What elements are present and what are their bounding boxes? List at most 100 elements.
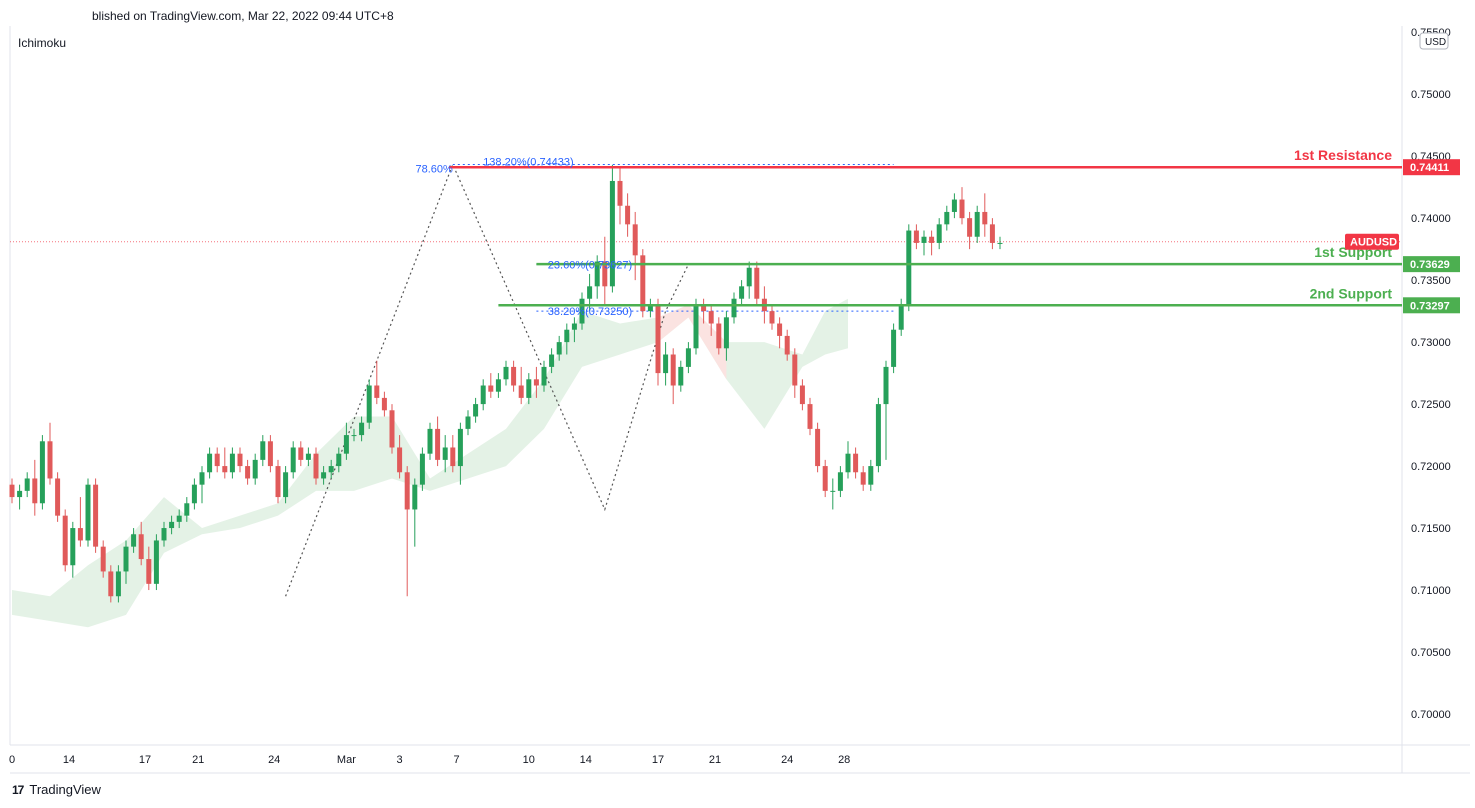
candle-body <box>853 453 859 473</box>
candle-body <box>518 385 524 398</box>
candle-body <box>17 490 23 498</box>
candle-body <box>944 211 950 225</box>
candle-body <box>822 466 828 491</box>
candle-body <box>161 528 167 541</box>
candle-body <box>701 304 707 312</box>
candle-body <box>214 453 220 467</box>
candle-body <box>47 441 53 479</box>
candle-body <box>845 453 851 473</box>
candle-body <box>237 453 243 467</box>
level-price-label: 0.73629 <box>1410 259 1450 271</box>
candle-body <box>678 366 684 386</box>
candle-body <box>883 366 889 405</box>
fib-label: 78.60% <box>415 164 453 176</box>
candle-body <box>374 385 380 398</box>
symbol-badge <box>1345 233 1399 250</box>
candle-body <box>131 534 137 547</box>
candle-body <box>24 478 30 491</box>
candle-body <box>526 379 532 398</box>
fib-label: 138.20%(0.74433) <box>483 157 574 169</box>
candle-body <box>640 255 646 312</box>
candle-body <box>191 484 197 504</box>
candle-body <box>62 515 68 566</box>
level-price-label: 0.73297 <box>1410 300 1450 312</box>
tradingview-brand[interactable]: 17 TradingView <box>12 782 101 797</box>
x-tick-label: 14 <box>580 754 592 766</box>
x-tick-label: 3 <box>397 754 403 766</box>
candle-body <box>784 335 790 355</box>
candle-body <box>602 261 608 287</box>
x-tick-label: 10 <box>523 754 535 766</box>
candle-body <box>921 236 927 243</box>
candle-body <box>419 453 425 485</box>
y-tick-label: 0.71000 <box>1411 585 1451 597</box>
y-tick-label: 0.70000 <box>1411 709 1451 721</box>
candle-body <box>267 441 273 467</box>
candle-body <box>913 230 919 243</box>
candle-body <box>427 428 433 454</box>
candle-body <box>655 304 661 374</box>
y-tick-label: 0.73500 <box>1411 275 1451 287</box>
candle-body <box>176 515 182 522</box>
ichimoku-cloud <box>12 298 848 628</box>
candle-body <box>503 366 509 380</box>
x-tick-label: 17 <box>139 754 151 766</box>
y-tick-label: 0.72000 <box>1411 461 1451 473</box>
candle-body <box>549 354 555 367</box>
candle-body <box>670 354 676 386</box>
candle-body <box>465 416 471 429</box>
candle-body <box>974 211 980 237</box>
level-price-tag <box>1403 297 1460 314</box>
candle-body <box>754 267 760 299</box>
candle-body <box>951 199 957 212</box>
x-tick-label: 28 <box>838 754 850 766</box>
candle-body <box>746 267 752 287</box>
candle-body <box>328 466 334 473</box>
candle-body <box>389 410 395 448</box>
candle-body <box>723 317 729 349</box>
candle-body <box>533 379 539 386</box>
candle-body <box>997 242 1003 244</box>
candle-body <box>632 224 638 256</box>
candle-body <box>807 404 813 429</box>
y-tick-label: 0.71500 <box>1411 523 1451 535</box>
candle-body <box>617 180 623 206</box>
candle-body <box>412 484 418 510</box>
candle-body <box>381 397 387 411</box>
candle-body <box>275 466 281 498</box>
level-name: 2nd Support <box>1310 285 1393 301</box>
indicator-label[interactable]: Ichimoku <box>18 36 67 50</box>
y-tick-label: 0.75000 <box>1411 89 1451 101</box>
candle-body <box>229 453 235 473</box>
candle-body <box>55 478 61 516</box>
candle-body <box>982 211 988 225</box>
candle-body <box>868 466 874 485</box>
tradingview-logo-icon: 17 <box>12 782 24 797</box>
ichimoku-cloud-bearish <box>658 304 689 343</box>
level-price-label: 0.74411 <box>1410 162 1449 174</box>
candle-body <box>936 224 942 243</box>
candle-body <box>480 385 486 405</box>
y-tick-label: 0.70500 <box>1411 647 1451 659</box>
candle-body <box>511 366 517 386</box>
candle-body <box>100 546 106 572</box>
candle-body <box>967 218 973 237</box>
candle-body <box>739 286 745 299</box>
candle-body <box>207 453 213 473</box>
candle-body <box>594 261 600 287</box>
candle-body <box>146 559 152 584</box>
candle-body <box>435 428 441 460</box>
candle-body <box>929 236 935 243</box>
x-tick-label: 17 <box>652 754 664 766</box>
currency-badge[interactable] <box>1419 32 1449 50</box>
x-tick-label: 14 <box>63 754 75 766</box>
candle-body <box>290 447 296 473</box>
candle-body <box>283 472 289 498</box>
candle-body <box>587 286 593 299</box>
candle-body <box>891 329 897 367</box>
candle-body <box>647 304 653 312</box>
candle-body <box>343 435 349 454</box>
candle-body <box>473 404 479 417</box>
candle-body <box>199 472 205 485</box>
